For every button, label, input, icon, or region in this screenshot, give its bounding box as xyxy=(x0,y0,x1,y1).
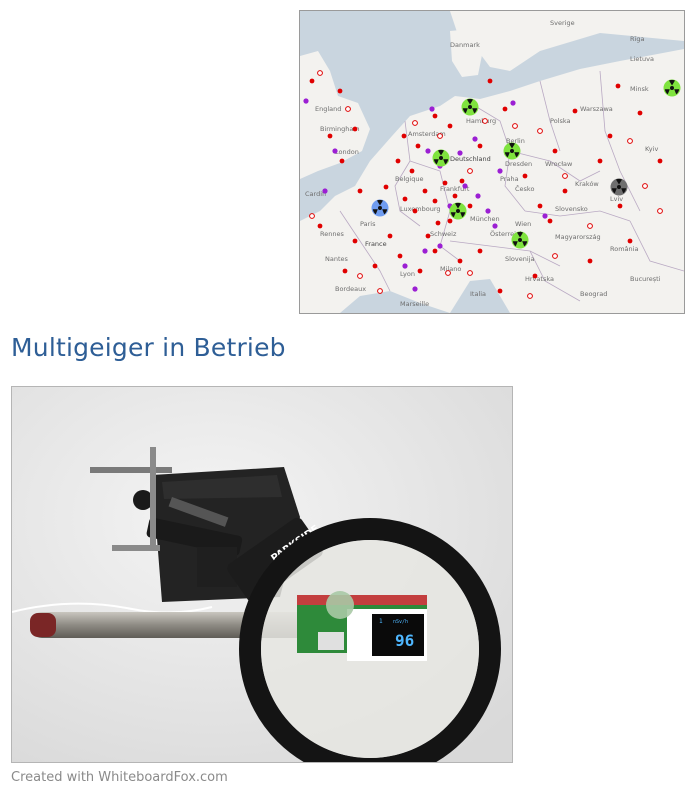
label-lietuva: Lietuva xyxy=(630,55,654,63)
label-frankfurt: Frankfurt xyxy=(440,185,470,193)
label-luxembourg: Luxembourg xyxy=(400,205,441,213)
sensor-purple xyxy=(303,98,309,104)
label-lviv: Lviv xyxy=(610,195,623,203)
label-cesko: Česko xyxy=(515,184,534,193)
label-schweiz: Schweiz xyxy=(430,230,457,238)
label-krakow: Kraków xyxy=(575,180,599,188)
label-cardiff: Cardiff xyxy=(305,190,327,198)
label-bordeaux: Bordeaux xyxy=(335,285,366,293)
sensor-red xyxy=(337,88,343,94)
label-hamburg: Hamburg xyxy=(466,117,496,125)
land-denmark xyxy=(450,29,482,77)
nuclear-markers xyxy=(371,79,681,249)
label-hrvatska: Hrvatska xyxy=(525,275,554,283)
map-canvas: Danmark Sverige Hamburg Berlin Deutschla… xyxy=(300,11,684,313)
label-marseille: Marseille xyxy=(400,300,429,308)
nuclear-plant-icon xyxy=(511,231,529,249)
label-praha: Praha xyxy=(500,175,519,183)
label-wien: Wien xyxy=(515,220,531,228)
label-warszawa: Warszawa xyxy=(580,105,613,113)
display-unit-text: nSv/h xyxy=(393,619,408,625)
country-borders xyxy=(339,70,684,302)
nuclear-plant-blue-icon xyxy=(371,199,389,217)
section-heading: Multigeiger in Betrieb xyxy=(11,333,286,362)
label-slovenija: Slovenija xyxy=(505,255,534,263)
nuclear-plant-icon xyxy=(663,79,681,97)
label-wroclaw: Wrocław xyxy=(545,160,573,168)
sea-mediterranean xyxy=(340,291,450,313)
label-osterreich: Österreich xyxy=(490,229,524,238)
label-beograd: Beograd xyxy=(580,290,607,298)
label-lyon: Lyon xyxy=(400,270,415,278)
multigeiger-photo: PARKSIDE 1 nSv/h 96 xyxy=(11,386,513,763)
label-romania: România xyxy=(610,245,638,253)
label-bucuresti: București xyxy=(630,275,661,283)
label-riga: Rīga xyxy=(630,35,644,43)
label-nantes: Nantes xyxy=(325,255,349,263)
label-london: London xyxy=(335,148,359,156)
label-denmark: Danmark xyxy=(450,41,480,49)
nuclear-plant-icon xyxy=(503,142,521,160)
oled-display xyxy=(372,614,424,656)
land-britain xyxy=(300,51,370,179)
nuclear-plant-icon xyxy=(461,98,479,116)
display-value-text: 96 xyxy=(395,631,414,650)
label-berlin: Berlin xyxy=(506,137,525,145)
label-england: England xyxy=(315,105,341,113)
radiation-map[interactable]: Danmark Sverige Hamburg Berlin Deutschla… xyxy=(299,10,685,314)
label-paris: Paris xyxy=(360,220,376,228)
cable xyxy=(12,602,213,614)
label-sverige: Sverige xyxy=(550,19,575,27)
photo-canvas: PARKSIDE 1 nSv/h 96 xyxy=(12,387,512,762)
land-ireland xyxy=(300,101,306,136)
land-continent xyxy=(300,49,684,313)
label-slovensko: Slovensko xyxy=(555,205,588,213)
label-amsterdam: Amsterdam xyxy=(408,130,446,138)
pcb-board-icon: 1 nSv/h 96 xyxy=(297,591,427,661)
label-kyiv: Kyiv xyxy=(645,145,658,153)
label-munchen: München xyxy=(470,215,500,223)
sensor-hollow xyxy=(317,70,323,76)
label-minsk: Minsk xyxy=(630,85,649,93)
label-rennes: Rennes xyxy=(320,230,344,238)
land-scandinavia xyxy=(450,11,684,71)
label-france: France xyxy=(365,240,387,248)
nuclear-plant-icon xyxy=(449,202,467,220)
map-labels: Danmark Sverige Hamburg Berlin Deutschla… xyxy=(305,19,661,308)
label-milano: Milano xyxy=(440,265,461,273)
label-magyarorszag: Magyarország xyxy=(555,233,601,241)
nuclear-plant-icon xyxy=(432,149,450,167)
label-birmingham: Birmingham xyxy=(320,125,360,133)
label-belgique: Belgique xyxy=(395,175,423,183)
nuclear-plant-inactive-icon xyxy=(610,178,628,196)
label-dresden: Dresden xyxy=(505,160,532,168)
label-deutschland: Deutschland xyxy=(450,155,491,163)
display-status-text: 1 xyxy=(379,618,383,625)
sea-adriatic xyxy=(450,279,510,313)
label-polska: Polska xyxy=(550,117,571,125)
footer-credit[interactable]: Created with WhiteboardFox.com xyxy=(11,770,228,785)
label-italia: Italia xyxy=(470,290,486,298)
